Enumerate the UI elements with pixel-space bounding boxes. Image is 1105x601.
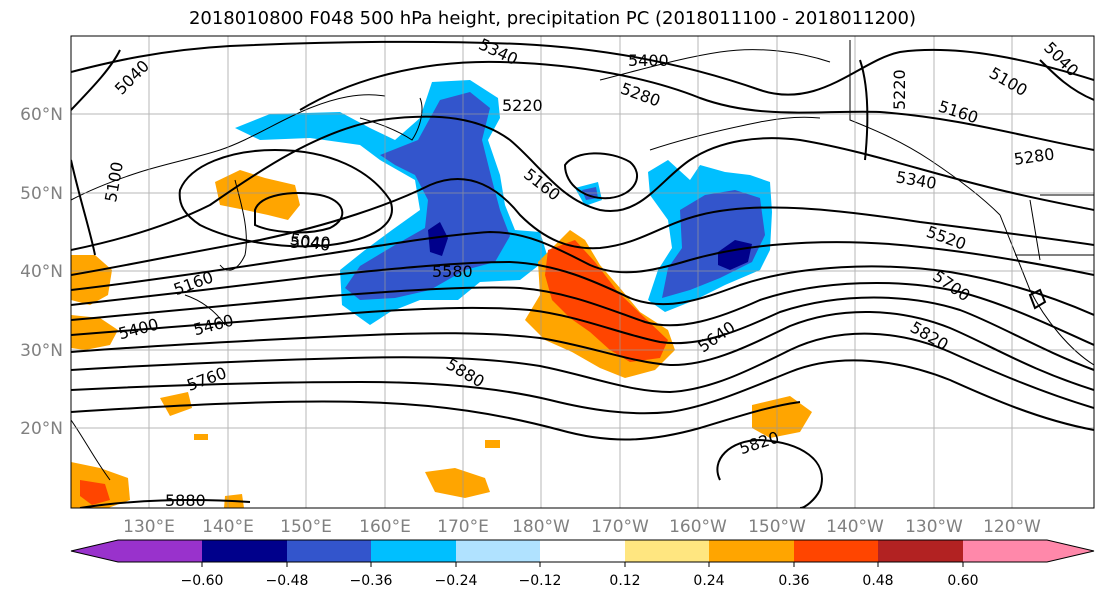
lon-tick: 150°W (748, 517, 806, 537)
contour-label: 5220 (502, 96, 543, 115)
lat-tick: 60°N (20, 105, 63, 125)
contour-label: 5040 (290, 233, 331, 252)
contour-label: 5580 (432, 262, 473, 281)
colorbar-segment (878, 540, 963, 562)
colorbar-segment (71, 540, 118, 562)
colorbar-label: 0.60 (947, 573, 978, 589)
map-title: 2018010800 F048 500 hPa height, precipit… (188, 8, 917, 29)
lon-tick: 130°W (905, 517, 963, 537)
map-area: 5040 5340 5400 5220 5280 5160 5100 5040 … (71, 36, 1094, 510)
lon-tick: 160°W (669, 517, 727, 537)
lon-tick: 130°E (123, 517, 175, 537)
colorbar-segment (794, 540, 878, 562)
colorbar-segment (625, 540, 709, 562)
longitude-ticks: 130°E 140°E 150°E 160°E 170°E 180°W 170°… (123, 517, 1041, 537)
contour-label: 5880 (165, 491, 206, 510)
lat-tick: 30°N (20, 341, 63, 361)
map-frame (70, 35, 1095, 509)
colorbar-label: −0.24 (435, 573, 478, 589)
colorbar-label: −0.60 (181, 573, 224, 589)
graticule (71, 36, 1094, 508)
lon-tick: 150°E (280, 517, 332, 537)
lon-tick: 140°W (826, 517, 884, 537)
lon-tick: 120°W (983, 517, 1041, 537)
colorbar-segment (456, 540, 540, 562)
contour-label: 5400 (628, 51, 669, 70)
height-contours (71, 40, 1094, 508)
colorbar-segment (709, 540, 794, 562)
colorbar-segment (540, 540, 625, 562)
lon-tick: 170°E (437, 517, 489, 537)
colorbar-label: 0.24 (693, 573, 724, 589)
lon-tick: 160°E (359, 517, 411, 537)
colorbar-label: −0.48 (266, 573, 309, 589)
colorbar-segment (287, 540, 371, 562)
lon-tick: 180°W (512, 517, 570, 537)
colorbar-segment (1047, 540, 1094, 562)
colorbar-label: 0.48 (862, 573, 893, 589)
lon-tick: 170°W (591, 517, 649, 537)
colorbar-ticks (201, 562, 964, 567)
latitude-ticks: 60°N 50°N 40°N 30°N 20°N (20, 105, 63, 439)
colorbar-segment (118, 540, 202, 562)
colorbar-label: 0.36 (778, 573, 809, 589)
lon-tick: 140°E (202, 517, 254, 537)
lat-tick: 40°N (20, 262, 63, 282)
colorbar-label: −0.36 (350, 573, 393, 589)
colorbar-segment (371, 540, 456, 562)
colorbar-segment (963, 540, 1047, 562)
contour-label: 5220 (890, 69, 909, 110)
colorbar-segment (202, 540, 287, 562)
colorbar-label: −0.12 (519, 573, 562, 589)
colorbar: −0.60 −0.48 −0.36 −0.24 −0.12 0.12 0.24 … (70, 539, 1095, 589)
colorbar-label: 0.12 (609, 573, 640, 589)
lat-tick: 50°N (20, 184, 63, 204)
lat-tick: 20°N (20, 419, 63, 439)
